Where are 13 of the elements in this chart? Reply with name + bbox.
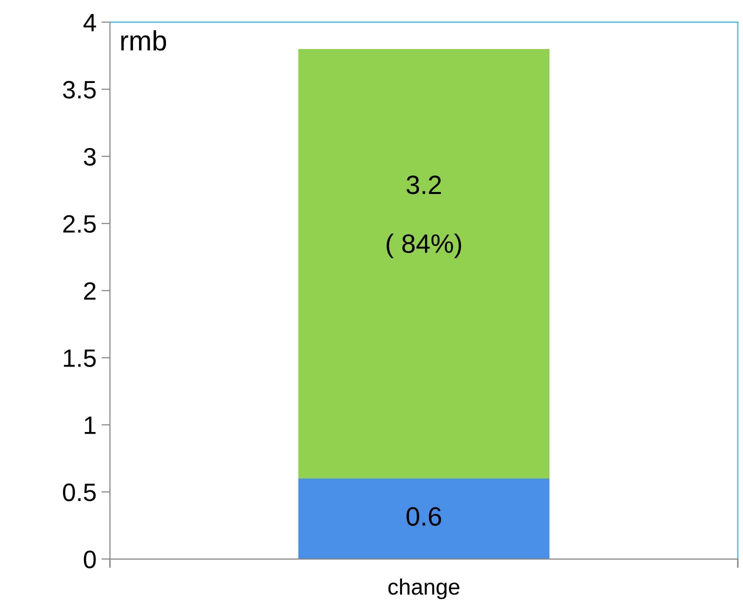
x-tick-label: change: [388, 578, 460, 600]
y-tick-label: 0: [84, 550, 96, 568]
y-tick-label: 0.5: [62, 484, 96, 502]
y-tick-label: 3.5: [62, 80, 96, 99]
y-tick-label: 1.5: [64, 350, 96, 368]
y-axis-title: rmb: [121, 30, 166, 51]
y-tick-label: 1: [84, 416, 96, 434]
y-tick-label: 3: [84, 148, 96, 166]
y-tick-label: 2: [84, 282, 96, 300]
y-tick-label: 2.5: [63, 215, 96, 233]
y-tick-label: 4: [83, 14, 96, 32]
text: 3.2 ( 84%): [386, 176, 462, 258]
data-label: 0.6: [406, 507, 442, 526]
